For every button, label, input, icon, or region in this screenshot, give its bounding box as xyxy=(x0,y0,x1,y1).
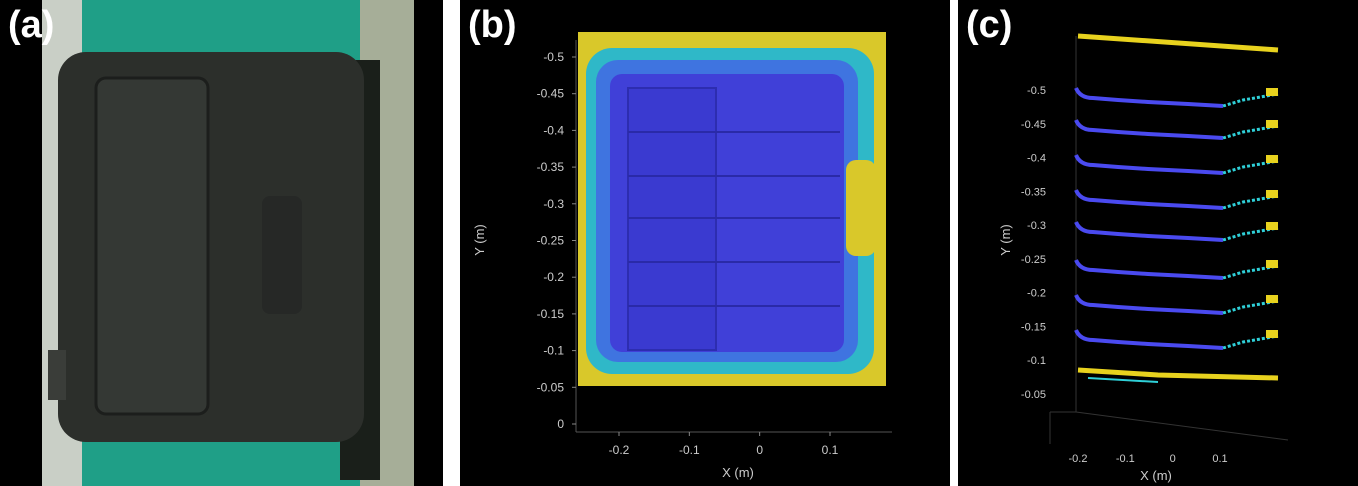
plot-c-ytick: -0.25 xyxy=(1021,254,1046,266)
panel-a-photo: (a) xyxy=(0,0,443,486)
case-panel-left xyxy=(96,78,208,414)
plot-b-xtick: 0.1 xyxy=(822,443,839,457)
slice-line xyxy=(1076,260,1223,278)
plot-b-xtick: -0.2 xyxy=(609,443,630,457)
slice-bottom xyxy=(1078,370,1278,378)
case-latch xyxy=(262,196,302,314)
plot-c-ytick: -0.15 xyxy=(1021,321,1046,333)
slice-latch-points xyxy=(1266,330,1278,338)
plot-b-ytick: -0.2 xyxy=(543,270,564,284)
pointcloud-latch xyxy=(846,160,876,256)
panel-c-sideview: -0.5 -0.45 -0.4 -0.35 -0.3 -0.25 -0.2 -0.15 -0.1… xyxy=(958,0,1358,486)
slice-line xyxy=(1076,330,1223,348)
plot-b-yticks: -0.5 -0.45 -0.4 -0.35 -0.3 -0.25 -0.2 -0.15 -0.1… xyxy=(537,50,576,431)
slice-latch-points xyxy=(1266,88,1278,96)
slice-latch-points xyxy=(1266,190,1278,198)
plot-c-yticks: -0.5 -0.45 -0.4 -0.35 -0.3 -0.25 -0.2 -0.15 -0.1… xyxy=(1021,85,1046,401)
plot-b-ytick: -0.25 xyxy=(537,234,565,248)
plot-b-ytick: -0.15 xyxy=(537,307,565,321)
plot-c-ytick: -0.35 xyxy=(1021,186,1046,198)
plot-c-ytick: -0.45 xyxy=(1021,119,1046,131)
plot-b-xticks: -0.2 -0.1 0 0.1 xyxy=(609,432,839,457)
plot-b-ytick: -0.35 xyxy=(537,160,565,174)
plot-c-xtick: -0.2 xyxy=(1069,453,1088,465)
plot-c-xtick: 0 xyxy=(1170,453,1176,465)
plot-c-xticks: -0.2 -0.1 0 0.1 xyxy=(1069,453,1228,465)
slice-latch-points xyxy=(1266,222,1278,230)
plot-c-ytick: -0.5 xyxy=(1027,85,1046,97)
panel-label-b: (b) xyxy=(468,6,517,44)
plot-c-ytick: -0.3 xyxy=(1027,220,1046,232)
plot-b-xlabel: X (m) xyxy=(722,465,754,480)
panel-label-c: (c) xyxy=(966,6,1012,44)
pointcloud-slices xyxy=(1076,36,1278,382)
slice-bottom-edge xyxy=(1088,378,1158,382)
slice-top xyxy=(1078,36,1278,50)
plot-b-xtick: 0 xyxy=(756,443,763,457)
plot-c-ytick: -0.1 xyxy=(1027,355,1046,367)
plot-c-xtick: -0.1 xyxy=(1116,453,1135,465)
plot-b-ytick: -0.5 xyxy=(543,50,564,64)
plot-b: -0.5 -0.45 -0.4 -0.35 -0.3 -0.25 -0.2 -0.15 -0.1… xyxy=(460,0,950,486)
slice-line xyxy=(1076,295,1223,313)
slice-line xyxy=(1076,155,1223,173)
plot-b-ytick: -0.4 xyxy=(543,123,564,137)
plot-c-ytick: -0.05 xyxy=(1021,389,1046,401)
slice-line xyxy=(1076,190,1223,208)
slice-latch-points xyxy=(1266,155,1278,163)
plot-c-xlabel: X (m) xyxy=(1140,468,1172,483)
plot-c-ytick: -0.2 xyxy=(1027,288,1046,300)
plot-c-ytick: -0.4 xyxy=(1027,153,1046,165)
plot-b-ytick: -0.3 xyxy=(543,197,564,211)
slice-latch-points xyxy=(1266,295,1278,303)
slice-latch-points xyxy=(1266,120,1278,128)
plot-c-ylabel: Y (m) xyxy=(998,224,1013,256)
panel-b-topview: -0.5 -0.45 -0.4 -0.35 -0.3 -0.25 -0.2 -0.15 -0.1… xyxy=(460,0,950,486)
panel-label-a: (a) xyxy=(8,6,54,44)
slice-line xyxy=(1076,88,1223,106)
plot-b-ytick: -0.1 xyxy=(543,344,564,358)
plot-c: -0.5 -0.45 -0.4 -0.35 -0.3 -0.25 -0.2 -0.15 -0.1… xyxy=(958,0,1358,486)
plot-b-ytick: 0 xyxy=(557,417,564,431)
slice-line xyxy=(1076,120,1223,138)
slice-latch-points xyxy=(1266,260,1278,268)
plot-b-xtick: -0.1 xyxy=(679,443,700,457)
plot-b-ytick: -0.05 xyxy=(537,380,565,394)
plot-c-xtick: 0.1 xyxy=(1212,453,1227,465)
plot-b-ylabel: Y (m) xyxy=(472,224,487,256)
slice-line xyxy=(1076,222,1223,240)
photo-illustration xyxy=(0,0,443,486)
plot-b-ytick: -0.45 xyxy=(537,87,565,101)
